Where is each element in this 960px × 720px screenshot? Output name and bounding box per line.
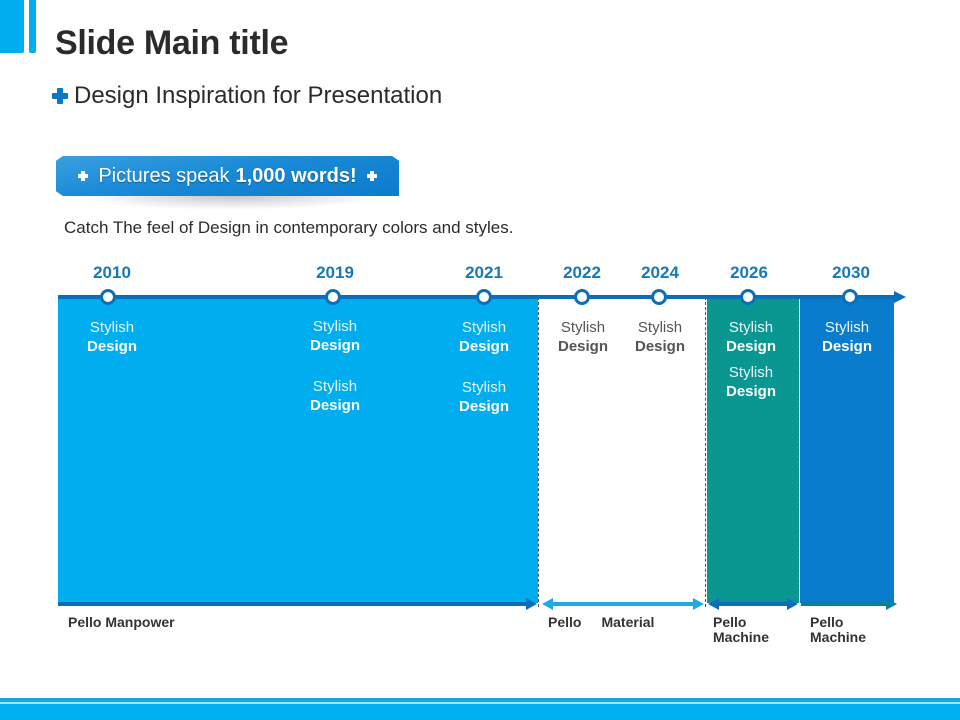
- milestone-label: Stylish Design: [634, 319, 685, 355]
- milestone-year: 2010: [93, 263, 131, 282]
- milestone-node: [574, 289, 590, 305]
- milestone-year: 2021: [465, 263, 503, 282]
- milestone-year: 2026: [730, 263, 768, 282]
- phase-span-material: [552, 602, 694, 606]
- milestone-year: 2030: [832, 263, 870, 282]
- phase-divider: [705, 297, 706, 607]
- milestone-node: [740, 289, 756, 305]
- phase-divider: [799, 297, 800, 607]
- milestone-year: 2019: [316, 263, 354, 282]
- banner-shadow: [80, 196, 380, 210]
- plus-icon: [366, 171, 377, 181]
- arrow-right-icon: [526, 598, 537, 610]
- phase-label-machine-2: Pello Machine: [810, 614, 867, 645]
- phase-span-machine-2: [801, 602, 887, 606]
- phase-divider: [538, 297, 539, 607]
- subtitle-text: Design Inspiration for Presentation: [74, 82, 443, 109]
- plus-icon: [52, 88, 68, 104]
- milestone-label: Stylish Design: [86, 319, 137, 355]
- milestone-label: Stylish Design: [309, 378, 360, 414]
- tagline: Catch The feel of Design in contemporary…: [64, 218, 514, 237]
- phase-label-material: Pello Material: [548, 614, 655, 630]
- milestone-node: [842, 289, 858, 305]
- decorative-bar-thin: [29, 0, 36, 53]
- decorative-bar: [0, 0, 24, 53]
- slide-subtitle: Design Inspiration for Presentation: [52, 82, 442, 110]
- banner-text: Pictures speak: [98, 164, 230, 187]
- arrow-right-icon: [693, 598, 704, 610]
- milestone-label: Stylish Design: [821, 319, 872, 355]
- phase-span-machine-1: [718, 602, 788, 606]
- footer-band: [0, 704, 960, 720]
- plus-icon: [78, 171, 89, 181]
- arrow-right-icon: [886, 598, 897, 610]
- milestone-label: Stylish Design: [725, 364, 776, 400]
- phase-panel-manpower: [58, 297, 538, 603]
- arrow-right-icon: [787, 598, 798, 610]
- phase-panel-material: [539, 297, 705, 603]
- milestone-label: Stylish Design: [557, 319, 608, 355]
- milestone-label: Stylish Design: [309, 318, 360, 354]
- phase-label-machine-1: Pello Machine: [713, 614, 770, 645]
- milestone-node: [476, 289, 492, 305]
- milestone-year: 2024: [641, 263, 679, 282]
- milestone-year: 2022: [563, 263, 601, 282]
- phase-panel-machine-2: [800, 297, 894, 603]
- banner: Pictures speak 1,000 words!: [56, 156, 399, 196]
- slide-title: Slide Main title: [55, 24, 289, 62]
- phase-span-manpower: [58, 602, 528, 606]
- milestone-node: [651, 289, 667, 305]
- arrow-left-icon: [708, 598, 719, 610]
- milestone-label: Stylish Design: [458, 319, 509, 355]
- phase-panel-machine-1: [707, 297, 799, 603]
- milestone-label: Stylish Design: [725, 319, 776, 355]
- milestone-label: Stylish Design: [458, 379, 509, 415]
- milestone-node: [100, 289, 116, 305]
- banner-text-bold: 1,000 words!: [235, 164, 357, 187]
- arrow-left-icon: [542, 598, 553, 610]
- phase-label-manpower: Pello Manpower: [68, 614, 175, 630]
- milestone-node: [325, 289, 341, 305]
- axis-arrow-icon: [894, 291, 906, 303]
- footer-highlight: [0, 702, 960, 704]
- footer-bar: [0, 698, 960, 702]
